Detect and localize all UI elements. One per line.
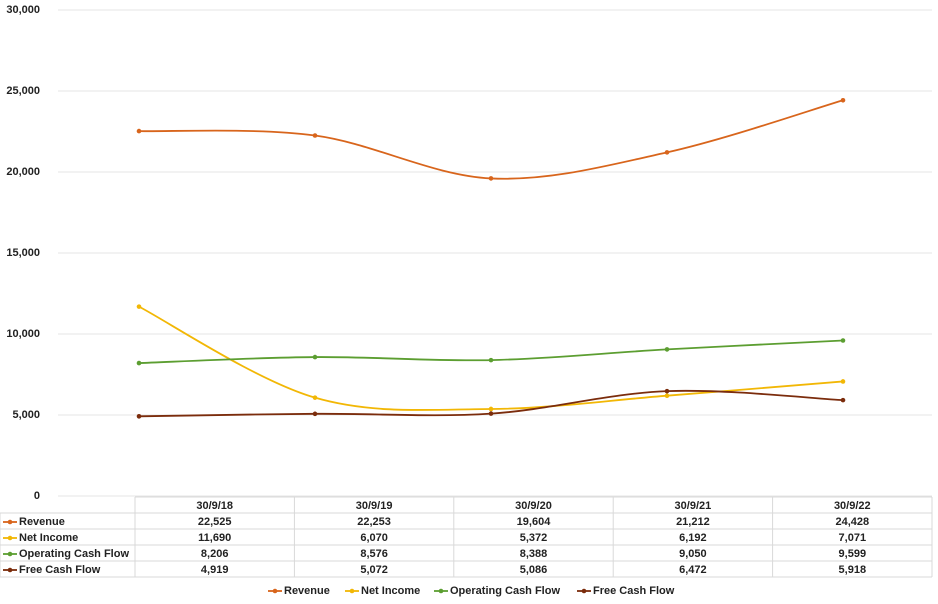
table-cell: 8,388 xyxy=(520,548,548,560)
y-tick-label: 20,000 xyxy=(6,166,40,178)
point xyxy=(664,393,670,398)
legend-key xyxy=(272,588,278,594)
point xyxy=(840,379,846,384)
table-cell: 21,212 xyxy=(676,516,710,528)
table-header: 30/9/20 xyxy=(515,500,552,512)
point xyxy=(312,411,318,417)
point xyxy=(312,354,318,360)
point xyxy=(136,360,142,366)
point xyxy=(840,397,846,403)
table-key xyxy=(7,519,13,525)
table-row-label: Operating Cash Flow xyxy=(19,548,129,560)
table-cell: 24,428 xyxy=(835,516,869,528)
table-cell: 6,192 xyxy=(679,532,707,544)
table-header: 30/9/18 xyxy=(196,500,233,512)
table-key xyxy=(7,535,13,541)
legend-key xyxy=(581,588,587,594)
point xyxy=(664,150,670,155)
legend-label: Revenue xyxy=(284,585,330,597)
point xyxy=(664,347,670,352)
point xyxy=(488,357,494,363)
point xyxy=(488,411,494,416)
point xyxy=(664,388,670,394)
point xyxy=(312,133,318,138)
legend-label: Net Income xyxy=(361,585,420,597)
legend-key xyxy=(349,588,355,594)
point xyxy=(488,176,494,181)
y-tick-label: 25,000 xyxy=(6,85,40,97)
table-cell: 9,050 xyxy=(679,548,707,560)
table-cell: 5,086 xyxy=(520,564,548,576)
table-cell: 4,919 xyxy=(201,564,229,576)
table-header: 30/9/22 xyxy=(834,500,871,512)
point xyxy=(136,304,142,309)
point xyxy=(136,414,142,419)
point xyxy=(840,97,846,103)
y-tick-label: 30,000 xyxy=(6,4,40,16)
point xyxy=(488,406,494,412)
point xyxy=(840,338,846,343)
legend-label: Operating Cash Flow xyxy=(450,585,560,597)
table-row-label: Free Cash Flow xyxy=(19,564,101,576)
table-key xyxy=(7,567,13,573)
table-cell: 8,576 xyxy=(360,548,388,560)
table-row-label: Revenue xyxy=(19,516,65,528)
y-tick-label: 5,000 xyxy=(12,409,40,421)
legend-label: Free Cash Flow xyxy=(593,585,675,597)
table-row-label: Net Income xyxy=(19,532,78,544)
table-cell: 19,604 xyxy=(517,516,552,528)
table-cell: 6,472 xyxy=(679,564,707,576)
point xyxy=(136,128,142,134)
table-cell: 7,071 xyxy=(839,532,867,544)
table-cell: 5,372 xyxy=(520,532,548,544)
y-tick-label: 0 xyxy=(34,490,40,502)
legend-key xyxy=(438,588,444,594)
table-key xyxy=(7,551,13,557)
table-cell: 22,525 xyxy=(198,516,232,528)
table-cell: 8,206 xyxy=(201,548,229,560)
y-tick-label: 10,000 xyxy=(6,328,40,340)
table-cell: 6,070 xyxy=(360,532,388,544)
table-cell: 5,072 xyxy=(360,564,388,576)
point xyxy=(312,395,318,400)
table-cell: 11,690 xyxy=(198,532,231,544)
y-tick-label: 15,000 xyxy=(6,247,40,259)
table-cell: 22,253 xyxy=(357,516,391,528)
series-line xyxy=(138,99,844,180)
table-cell: 9,599 xyxy=(839,548,867,560)
table-header: 30/9/21 xyxy=(675,500,712,512)
table-cell: 5,918 xyxy=(839,564,867,576)
table-header: 30/9/19 xyxy=(356,500,393,512)
